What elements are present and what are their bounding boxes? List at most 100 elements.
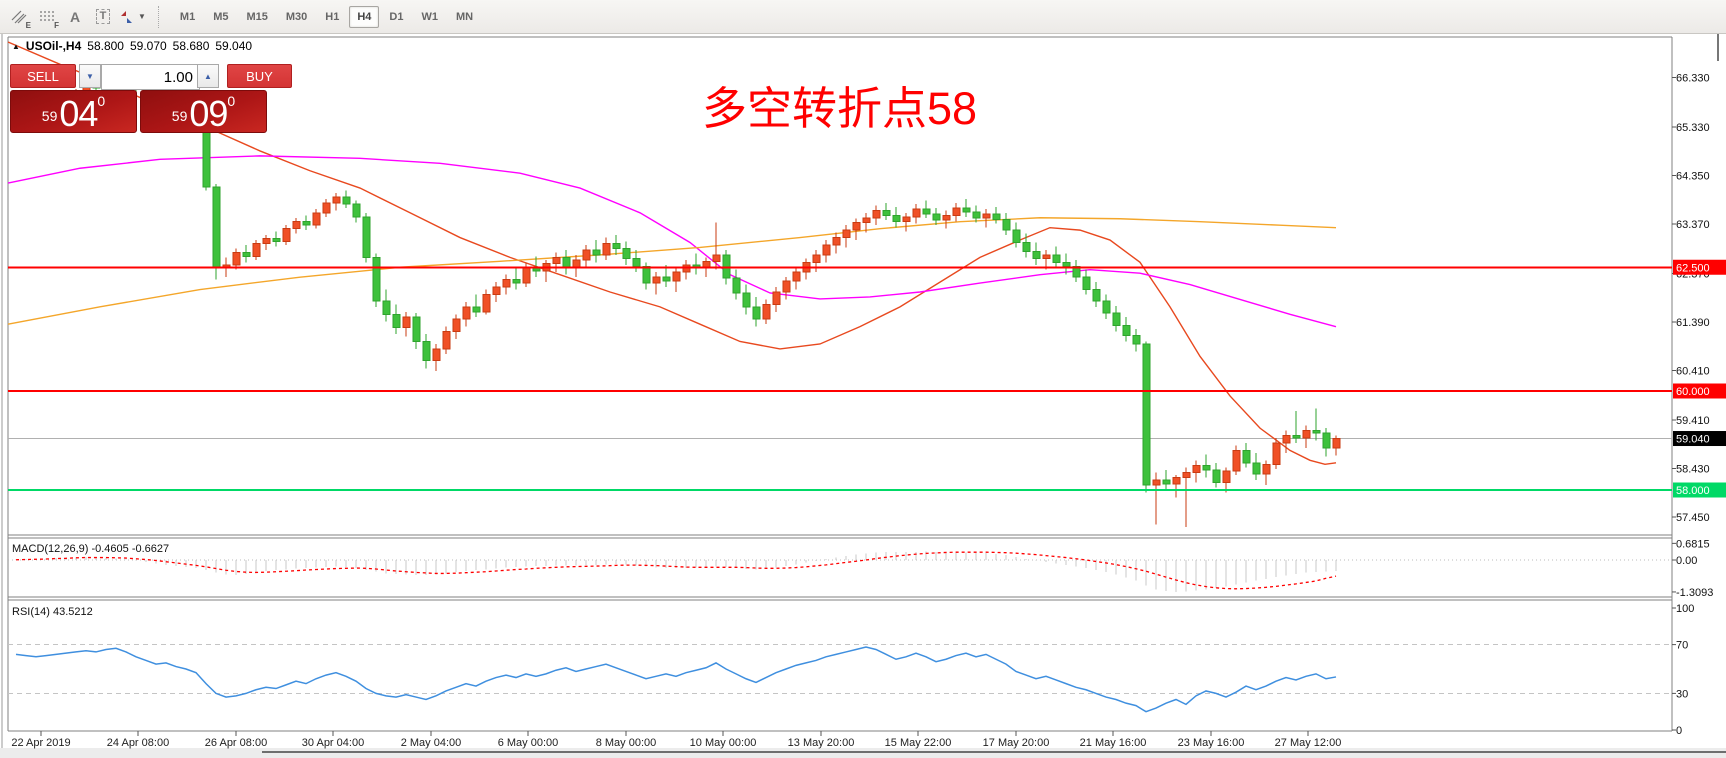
timeframe-button-M30[interactable]: M30 xyxy=(278,6,315,28)
toolbar-separator xyxy=(157,5,165,28)
macd-scale-label: 0.6815 xyxy=(1676,538,1710,550)
symbol-info: ▲ USOil-,H4 58.800 59.070 58.680 59.040 xyxy=(12,39,252,53)
sell-price-pips: 04 xyxy=(59,93,98,134)
time-tick-label: 23 May 16:00 xyxy=(1178,737,1245,749)
price-tick-label: 65.330 xyxy=(1676,122,1710,134)
toolbar: E F A T ▼ M1 M5 M15 M30 H1 H4 D1 W1 MN xyxy=(0,0,1726,34)
sell-button-label: SELL xyxy=(27,68,59,84)
sell-price-fraction: 0 xyxy=(97,93,106,109)
timeframe-button-H4[interactable]: H4 xyxy=(349,5,380,28)
timeframe-button-H1[interactable]: H1 xyxy=(317,6,347,28)
price-tick-label: 57.450 xyxy=(1676,512,1710,524)
macd-scale-label: -1.3093 xyxy=(1676,587,1713,599)
ma-mid-magenta xyxy=(7,155,1337,328)
macd-label: MACD(12,26,9) -0.4605 -0.6627 xyxy=(12,543,169,555)
arrows-icon xyxy=(121,10,132,23)
time-tick-label: 6 May 00:00 xyxy=(498,737,559,749)
time-tick-label: 10 May 00:00 xyxy=(690,737,757,749)
time-tick-label: 21 May 16:00 xyxy=(1080,737,1147,749)
fibonacci-tool-button[interactable]: F xyxy=(34,4,60,30)
arrows-tool-button[interactable]: ▼ xyxy=(118,4,147,30)
volume-input[interactable] xyxy=(101,64,200,90)
bar-high: 59.070 xyxy=(129,39,167,53)
chevron-down-icon: ▼ xyxy=(138,12,146,21)
buy-price-whole: 59 xyxy=(171,108,188,124)
bar-close: 59.040 xyxy=(215,39,253,53)
price-tick-label: 60.410 xyxy=(1676,366,1710,378)
price-badge-label: 59.040 xyxy=(1676,434,1710,446)
time-tick-label: 8 May 00:00 xyxy=(596,737,657,749)
horizontal-lines xyxy=(8,266,1672,491)
price-badge-label: 60.000 xyxy=(1676,386,1710,398)
triangle-down-icon: ▼ xyxy=(86,71,94,81)
text-icon: A xyxy=(69,8,81,25)
time-tick-label: 26 Apr 08:00 xyxy=(205,737,267,749)
buy-price-fraction: 0 xyxy=(227,93,236,109)
price-badge-label: 58.000 xyxy=(1676,485,1710,497)
timeframe-button-M1[interactable]: M1 xyxy=(172,6,203,28)
time-tick-label: 2 May 04:00 xyxy=(401,737,462,749)
sell-button[interactable]: SELL xyxy=(10,64,76,88)
price-badge-label: 62.500 xyxy=(1676,262,1710,274)
buy-button[interactable]: BUY xyxy=(227,64,292,88)
rsi-scale-label: 100 xyxy=(1676,603,1694,615)
moving-averages xyxy=(7,41,1337,465)
ma-slow-gold xyxy=(7,217,1337,325)
time-tick-label: 15 May 22:00 xyxy=(885,737,952,749)
buy-button-label: BUY xyxy=(246,68,273,84)
text-label-tool-button[interactable]: T xyxy=(90,4,116,30)
tool-letter: E xyxy=(25,20,31,30)
timeframe-button-W1[interactable]: W1 xyxy=(413,6,446,28)
rsi-line xyxy=(15,646,1337,713)
chart-annotation-text: 多空转折点58 xyxy=(702,83,978,134)
ma-fast-orangered xyxy=(7,41,1337,465)
buy-price-tile[interactable]: 59 09 0 xyxy=(140,90,267,133)
price-badge xyxy=(1673,431,1726,447)
timeframe-button-M5[interactable]: M5 xyxy=(205,6,236,28)
rsi-scale-label: 70 xyxy=(1676,640,1688,652)
macd-scale-label: 0.00 xyxy=(1676,555,1697,567)
timeframe-button-M15[interactable]: M15 xyxy=(238,6,275,28)
rsi-scale-label: 30 xyxy=(1676,688,1688,700)
equidistant-channel-icon xyxy=(11,10,27,23)
text-tool-button[interactable]: A xyxy=(62,4,88,30)
time-tick-label: 17 May 20:00 xyxy=(983,737,1050,749)
equidistant-channel-tool-button[interactable]: E xyxy=(6,4,32,30)
collapse-triangle-icon[interactable]: ▲ xyxy=(12,41,20,51)
price-tick-label: 64.350 xyxy=(1676,171,1710,183)
volume-decrease-button[interactable]: ▼ xyxy=(79,64,101,88)
price-badge xyxy=(1673,259,1726,275)
price-badge xyxy=(1673,383,1726,399)
bar-open: 58.800 xyxy=(87,39,124,53)
pane-frame xyxy=(0,33,1726,758)
price-badge xyxy=(1673,482,1726,498)
symbol-name: USOil-,H4 xyxy=(25,39,82,53)
macd-signal-line xyxy=(15,551,1337,590)
price-tick-label: 59.410 xyxy=(1676,415,1710,427)
macd-pane: MACD(12,26,9) -0.4605 -0.6627 0.6815 0.00 -… xyxy=(8,538,1713,599)
time-tick-label: 27 May 12:00 xyxy=(1275,737,1342,749)
volume-increase-button[interactable]: ▲ xyxy=(197,64,219,88)
time-tick-label: 22 Apr 2019 xyxy=(11,737,70,749)
price-tick-label: 61.390 xyxy=(1676,317,1710,329)
timeframe-button-D1[interactable]: D1 xyxy=(381,6,411,28)
candlesticks xyxy=(12,64,1341,528)
timeframe-buttons: M1 M5 M15 M30 H1 H4 D1 W1 MN xyxy=(171,5,482,28)
rsi-label: RSI(14) 43.5212 xyxy=(12,606,93,618)
time-tick-label: 13 May 20:00 xyxy=(788,737,855,749)
fibonacci-icon xyxy=(40,10,54,21)
price-tick-label: 66.330 xyxy=(1676,73,1710,85)
time-tick-label: 24 Apr 08:00 xyxy=(107,737,169,749)
sell-price-whole: 59 xyxy=(41,108,58,124)
rsi-scale-label: 0 xyxy=(1676,725,1682,737)
tool-letter: F xyxy=(54,20,59,30)
sell-price-tile[interactable]: 59 04 0 xyxy=(10,90,137,133)
timeframe-button-MN[interactable]: MN xyxy=(448,6,481,28)
bar-low: 58.680 xyxy=(172,39,210,53)
price-scale: 66.33065.33064.35063.37062.37061.39060.4… xyxy=(1672,73,1726,524)
price-tick-label: 63.370 xyxy=(1676,219,1710,231)
time-tick-label: 30 Apr 04:00 xyxy=(302,737,364,749)
triangle-up-icon: ▲ xyxy=(204,71,212,81)
